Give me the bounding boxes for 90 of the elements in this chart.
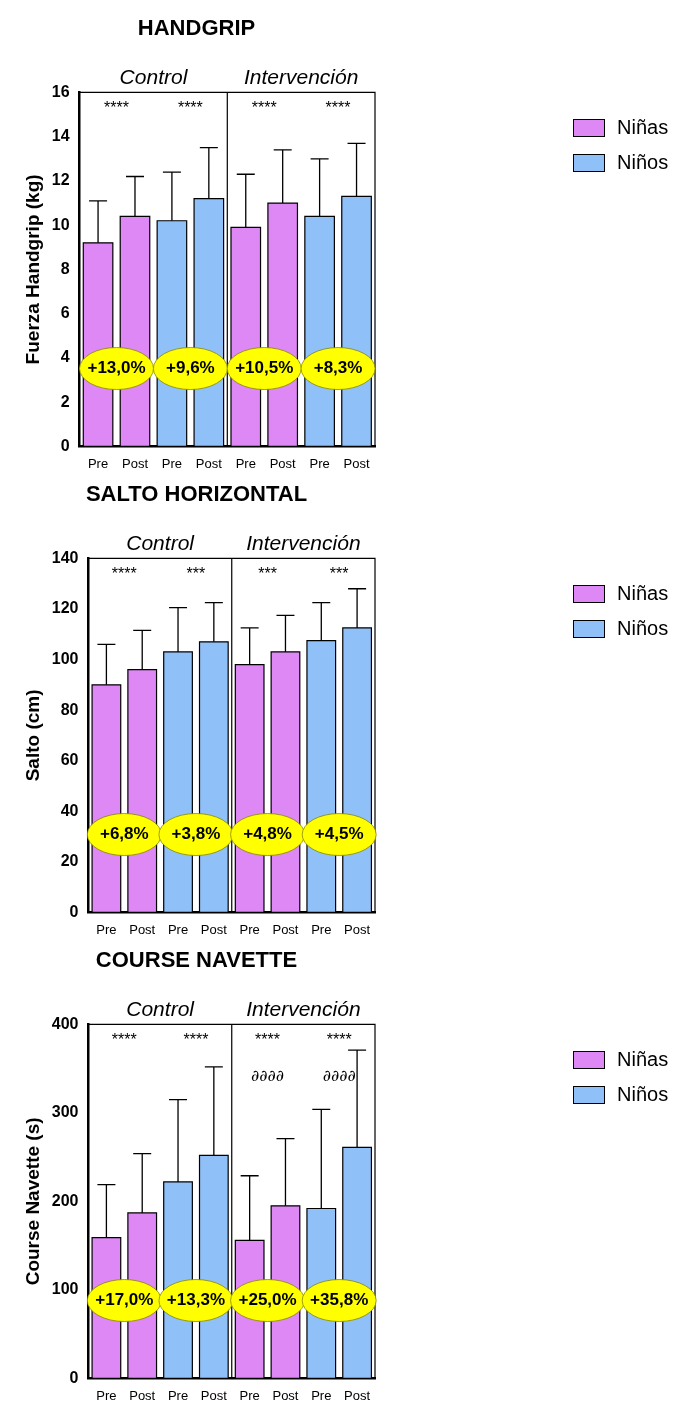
annotation: **** <box>325 98 351 116</box>
x-tick-label: Post <box>195 455 223 471</box>
y-tick-label: 4 <box>60 348 70 366</box>
chart-title: SALTO HORIZONTAL <box>85 481 308 507</box>
annotation: +17,0% <box>95 1290 154 1310</box>
text: Intervención <box>246 530 361 554</box>
y-tick-label: 14 <box>51 127 70 145</box>
annotation: **** <box>183 1030 209 1048</box>
x-tick-label: Pre <box>239 921 260 937</box>
chart-title: COURSE NAVETTE <box>95 947 298 973</box>
annotation: **** <box>251 98 277 116</box>
x-tick-label: Post <box>272 921 299 937</box>
y-tick-label: 20 <box>60 852 79 870</box>
y-tick-label: 40 <box>60 801 79 819</box>
annotation: *** <box>329 564 349 582</box>
annotation: **** <box>326 1030 352 1048</box>
y-tick-label: 400 <box>51 1014 79 1032</box>
x-tick-label: Post <box>200 1387 228 1403</box>
annotation: +8,3% <box>313 358 363 378</box>
legend-label: Niñas <box>617 582 669 605</box>
x-tick-label: Pre <box>239 1387 260 1403</box>
y-tick-label: 200 <box>51 1191 79 1209</box>
y-tick-label: 300 <box>51 1103 79 1121</box>
x-tick-label: Post <box>129 1387 156 1403</box>
x-tick-label: Post <box>344 921 371 937</box>
annotation: ∂∂∂∂ <box>251 1065 285 1085</box>
y-tick-label: 60 <box>60 751 79 769</box>
x-tick-label: Pre <box>167 1387 189 1403</box>
text: Control <box>126 530 196 554</box>
y-tick-label: 100 <box>51 1280 79 1298</box>
y-tick-label: 120 <box>51 599 79 617</box>
y-axis-title: Course Navette (s) <box>21 1117 43 1286</box>
y-tick-label: 10 <box>51 215 70 233</box>
text: Control <box>119 64 189 88</box>
y-tick-label: 6 <box>60 304 70 322</box>
annotation: +35,8% <box>310 1290 369 1310</box>
x-tick-label: Pre <box>309 455 330 471</box>
annotation: **** <box>255 1030 281 1048</box>
x-tick-label: Pre <box>311 1387 332 1403</box>
x-tick-label: Post <box>272 1387 299 1403</box>
x-tick-label: Pre <box>161 455 183 471</box>
chart-title: HANDGRIP <box>137 15 256 41</box>
y-tick-label: 0 <box>69 1368 79 1386</box>
x-tick-label: Post <box>121 455 149 471</box>
annotation: **** <box>177 98 203 116</box>
annotation: **** <box>111 1030 137 1048</box>
y-tick-label: 2 <box>60 392 70 410</box>
y-axis-title: Fuerza Handgrip (kg) <box>21 174 43 365</box>
text: Intervención <box>243 64 359 88</box>
annotation: ∂∂∂∂ <box>322 1065 356 1085</box>
y-tick-label: 8 <box>60 259 70 277</box>
annotation: **** <box>104 98 129 116</box>
annotation: *** <box>258 564 277 582</box>
y-tick-label: 140 <box>51 548 79 566</box>
x-tick-label: Post <box>344 1387 371 1403</box>
annotation: +9,6% <box>166 358 215 378</box>
annotation: +25,0% <box>238 1290 297 1310</box>
legend-label: Niños <box>617 1083 669 1106</box>
annotation: +6,8% <box>99 824 149 844</box>
x-tick-label: Pre <box>96 1387 117 1403</box>
legend-label: Niños <box>617 151 669 174</box>
x-tick-label: Pre <box>167 921 189 937</box>
y-tick-label: 0 <box>69 902 79 920</box>
x-tick-label: Post <box>343 455 370 471</box>
x-tick-label: Pre <box>235 455 256 471</box>
x-tick-label: Post <box>200 921 228 937</box>
legend-label: Niñas <box>617 116 669 139</box>
annotation: +3,8% <box>171 824 221 844</box>
y-tick-label: 80 <box>60 700 79 718</box>
x-tick-label: Pre <box>311 921 332 937</box>
annotation: **** <box>111 564 137 582</box>
annotation: +4,8% <box>243 824 292 844</box>
annotation: +13,0% <box>87 358 146 378</box>
y-tick-label: 0 <box>60 436 70 454</box>
x-tick-label: Pre <box>96 921 117 937</box>
text: Control <box>126 996 196 1020</box>
annotation: *** <box>186 564 206 582</box>
legend-label: Niños <box>617 617 669 640</box>
x-tick-label: Pre <box>87 455 109 471</box>
annotation: +10,5% <box>235 358 294 378</box>
legend-label: Niñas <box>617 1048 669 1071</box>
y-tick-label: 12 <box>51 171 70 189</box>
y-axis-title: Salto (cm) <box>21 689 43 782</box>
y-tick-label: 16 <box>51 82 70 100</box>
x-tick-label: Post <box>129 921 156 937</box>
annotation: +13,3% <box>166 1290 225 1310</box>
x-tick-label: Post <box>269 455 297 471</box>
y-tick-label: 100 <box>51 649 79 667</box>
text: Intervención <box>246 996 361 1020</box>
annotation: +4,5% <box>314 824 364 844</box>
